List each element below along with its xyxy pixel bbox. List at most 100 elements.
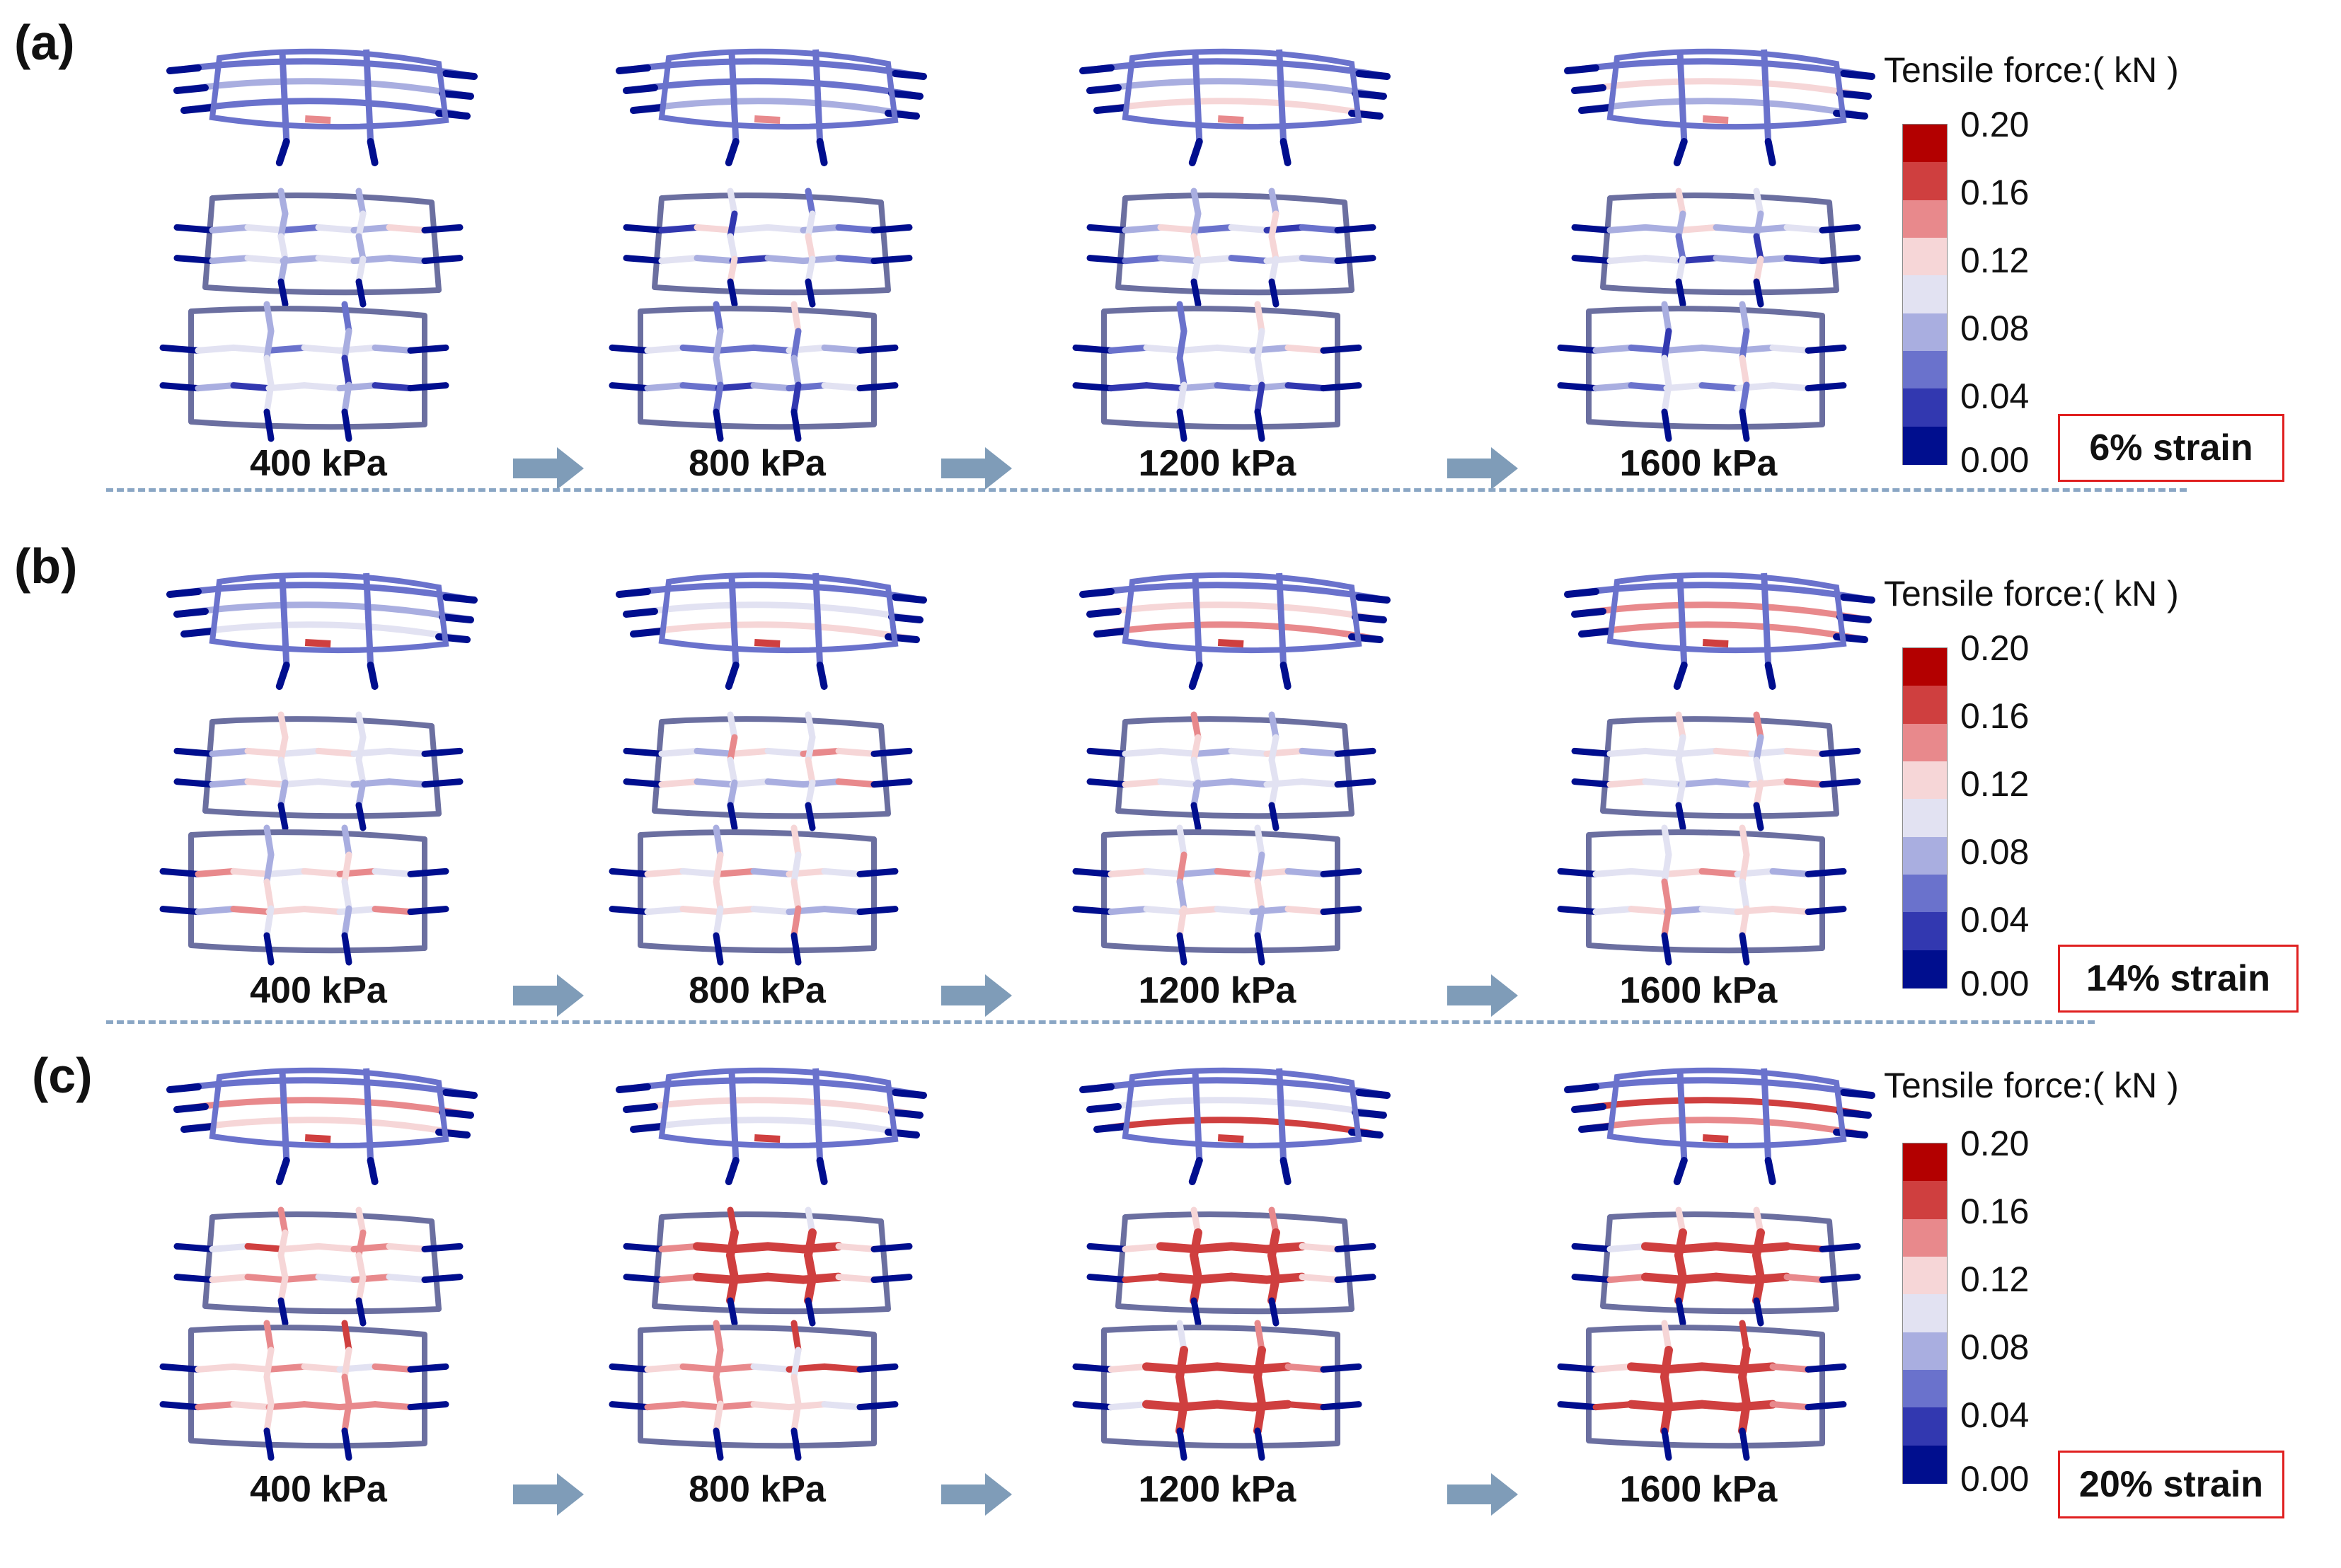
geogrid-rib-end [623,84,658,94]
geogrid-rib [1761,572,1772,666]
geogrid-rib [1675,255,1686,285]
colorbar-segment [1903,912,1947,951]
geogrid-rib [1268,779,1279,809]
geogrid-rib [279,49,290,142]
colorbar-tick-label: 0.20 [1960,1124,2030,1163]
geogrid-rib [870,1274,913,1284]
geogrid-rib [1190,779,1202,809]
geogrid-rib [727,278,738,308]
geogrid-rib [1190,802,1202,831]
geogrid-rib [1698,382,1741,392]
geogrid-rib [1698,1400,1742,1412]
geogrid-rib-stress [754,1134,781,1143]
geogrid-rib [1805,1363,1847,1373]
geogrid-rib [1753,210,1764,240]
geogrid-rib [1676,49,1688,142]
geogrid-rib [821,344,863,354]
geogrid-top-rib [1093,621,1384,643]
geogrid-rib [1214,906,1256,916]
geogrid-rib [1157,778,1200,788]
geogrid-rib [1557,344,1599,354]
geogrid-rib [277,188,289,217]
geogrid-rib [355,233,367,263]
geogrid-rib [277,1297,289,1327]
geogrid-rib [1178,906,1221,916]
geogrid-rib [856,382,899,392]
geogrid-rib [1268,255,1279,285]
geogrid-rib [280,1243,322,1252]
geogrid-rib [1571,1274,1614,1284]
geogrid-rib [790,1347,802,1380]
geogrid-rib [1663,867,1706,877]
geogrid-rib [1253,1373,1266,1408]
geogrid-rib [1249,382,1292,392]
colorbar-tick-label: 0.00 [1960,1459,2030,1499]
geogrid-rib [355,1206,367,1236]
geogrid-rib [713,408,724,442]
geogrid-rib [263,1347,275,1380]
strain-label: 20% strain [2078,1464,2264,1505]
geogrid-rib-end [1086,608,1122,618]
geogrid-rib-end [1673,138,1688,166]
geogrid-top-rib [180,1117,471,1138]
geogrid-rib [870,747,913,757]
geogrid-rib-end [630,104,665,114]
geogrid-outline [1600,716,1839,819]
colorbar-segment [1903,1257,1947,1296]
geogrid-rib [263,932,275,966]
geogrid-rib [1254,932,1265,966]
geogrid-rib [279,572,290,666]
geogrid-rib [1661,1320,1672,1354]
geogrid-rib [1698,867,1741,877]
geogrid-outline [658,572,899,654]
geogrid-rib [159,382,202,392]
geogrid-rib [1228,224,1270,234]
geogrid-rib [790,328,802,362]
geogrid-rib-end [888,1109,924,1119]
geogrid-top-rib [166,582,478,604]
geogrid-rib [1192,49,1203,142]
geogrid-rib [805,188,816,217]
geogrid-rib [1143,382,1185,392]
geogrid-rib [263,1320,275,1354]
geogrid-rib [1557,906,1599,916]
geogrid-rib [341,354,352,388]
geogrid-rib [805,802,816,831]
geogrid-rib [341,824,352,858]
colorbar-segment [1903,799,1947,838]
geogrid-rib [1753,1297,1764,1327]
geogrid-rib [355,1229,367,1259]
geogrid-top-rib [1571,1097,1872,1119]
geogrid-model-graphic [1557,1067,1875,1461]
geogrid-rib [1108,867,1150,877]
geogrid-rib [1663,382,1706,392]
colorbar-tick-label: 0.08 [1960,1327,2030,1367]
geogrid-top-rib [1086,1097,1387,1119]
geogrid-rib [1748,778,1790,788]
colorbar-tick-label: 0.00 [1960,440,2030,480]
geogrid-model-graphic [159,572,478,966]
geogrid-rib [1819,778,1861,788]
geogrid-rib [1072,867,1115,877]
geogrid-rib [1268,756,1279,786]
geogrid-rib [812,572,824,666]
geogrid-rib [280,1274,322,1284]
geogrid-rib [244,1243,287,1252]
geogrid-model-graphic [159,1067,478,1461]
geogrid-rib [195,382,237,392]
geogrid-model-graphic [1072,48,1391,442]
geogrid-rib [421,224,464,234]
geogrid-rib [644,867,686,877]
geogrid-rib [1698,1362,1742,1374]
geogrid-rib [1249,906,1292,916]
geogrid-rib [1253,1346,1266,1381]
geogrid-rib [805,711,816,741]
geogrid-rib [835,255,878,265]
geogrid-rib [1268,233,1279,263]
geogrid-rib-end [892,594,927,604]
geogrid-rib [1606,1274,1649,1284]
geogrid-rib-end [275,662,290,690]
colorbar-segment [1903,875,1947,913]
geogrid-rib [1571,1243,1614,1252]
geogrid-rib [764,1272,807,1284]
